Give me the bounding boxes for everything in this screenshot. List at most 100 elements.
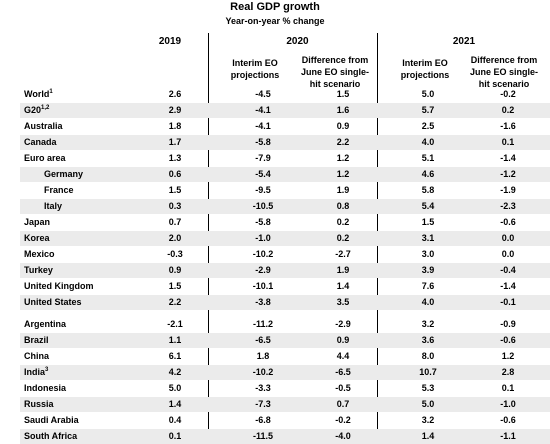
value-p2021: 5.1 <box>421 153 435 163</box>
value-d2020: 1.9 <box>336 265 350 275</box>
value-v2019: 4.2 <box>168 367 182 377</box>
value-p2021: 8.0 <box>421 351 435 361</box>
country-name: Euro area <box>24 151 66 166</box>
country-label: Korea <box>24 233 50 243</box>
country-label: United States <box>24 297 82 307</box>
value-p2021: 4.6 <box>421 169 435 179</box>
value-p2020: -10.5 <box>252 201 274 211</box>
value-v2019: 1.8 <box>168 121 182 131</box>
value-p2020: -11.5 <box>252 431 274 441</box>
col-header-diff-2020: Difference from June EO single- hit scen… <box>290 54 380 90</box>
value-d2020: 2.2 <box>336 137 350 147</box>
col-header-line: Interim EO <box>402 58 448 68</box>
value-p2021: 3.1 <box>421 233 435 243</box>
value-d2020: 4.4 <box>336 351 350 361</box>
value-p2020: -10.2 <box>252 367 274 377</box>
value-p2020: -11.2 <box>252 319 274 329</box>
col-header-line: projections <box>400 70 450 80</box>
value-d2021: -1.4 <box>500 281 516 291</box>
value-p2020: -6.8 <box>255 415 271 425</box>
country-label: G20 <box>24 105 42 115</box>
country-name: China <box>24 349 49 364</box>
value-d2021: -1.9 <box>500 185 516 195</box>
country-label: United Kingdom <box>24 281 94 291</box>
country-name: World1 <box>24 87 53 102</box>
value-d2020: -2.7 <box>335 249 351 259</box>
year-header-2021: 2021 <box>452 36 476 47</box>
value-d2021: 1.2 <box>501 351 515 361</box>
value-d2020: 1.6 <box>336 105 350 115</box>
value-v2019: 2.0 <box>168 233 182 243</box>
value-d2020: 1.4 <box>336 281 350 291</box>
value-p2020: -5.8 <box>255 137 271 147</box>
table-row: Saudi Arabia 0.4 -6.8 -0.2 3.2 -0.6 <box>20 413 550 428</box>
table-row: Euro area 1.3 -7.9 1.2 5.1 -1.4 <box>20 151 550 166</box>
country-label: Saudi Arabia <box>24 415 79 425</box>
table-row: G201,2 2.9 -4.1 1.6 5.7 0.2 <box>20 103 550 118</box>
value-d2020: -6.5 <box>335 367 351 377</box>
country-label: Brazil <box>24 335 49 345</box>
value-d2021: 0.2 <box>501 105 515 115</box>
value-p2021: 3.2 <box>421 319 435 329</box>
table-row: United States 2.2 -3.8 3.5 4.0 -0.1 <box>20 295 550 310</box>
value-d2020: 3.5 <box>336 297 350 307</box>
col-header-line: Difference from <box>301 55 369 65</box>
table-row: Italy 0.3 -10.5 0.8 5.4 -2.3 <box>20 199 550 214</box>
value-p2020: -3.8 <box>255 297 271 307</box>
value-p2020: 1.8 <box>256 351 270 361</box>
country-name: United States <box>24 295 82 310</box>
table-row: South Africa 0.1 -11.5 -4.0 1.4 -1.1 <box>20 429 550 444</box>
value-p2020: -9.5 <box>255 185 271 195</box>
value-p2021: 5.0 <box>421 89 435 99</box>
value-d2021: -0.2 <box>500 89 516 99</box>
value-d2020: 1.9 <box>336 185 350 195</box>
table-row: Mexico -0.3 -10.2 -2.7 3.0 0.0 <box>20 247 550 262</box>
value-d2020: 0.8 <box>336 201 350 211</box>
value-v2019: 1.1 <box>168 335 182 345</box>
value-v2019: 1.5 <box>168 281 182 291</box>
table-row: Indonesia 5.0 -3.3 -0.5 5.3 0.1 <box>20 381 550 396</box>
value-p2021: 5.8 <box>421 185 435 195</box>
value-d2020: -4.0 <box>335 431 351 441</box>
value-d2020: -0.2 <box>335 415 351 425</box>
value-d2020: 0.9 <box>336 335 350 345</box>
value-p2020: -4.5 <box>255 89 271 99</box>
value-p2021: 7.6 <box>421 281 435 291</box>
col-header-line: hit scenario <box>309 79 361 89</box>
country-name: Korea <box>24 231 50 246</box>
table-row: Turkey 0.9 -2.9 1.9 3.9 -0.4 <box>20 263 550 278</box>
value-d2020: 1.5 <box>336 89 350 99</box>
value-p2020: -7.9 <box>255 153 271 163</box>
country-label: South Africa <box>24 431 78 441</box>
col-header-line: Difference from <box>470 55 538 65</box>
country-name: Italy <box>44 199 62 214</box>
value-p2021: 1.4 <box>421 431 435 441</box>
col-header-interim-2021: Interim EO projections <box>385 57 465 81</box>
country-label: Australia <box>24 121 63 131</box>
country-name: Saudi Arabia <box>24 413 79 428</box>
country-label: Argentina <box>24 319 67 329</box>
value-p2021: 1.5 <box>421 217 435 227</box>
value-p2021: 3.6 <box>421 335 435 345</box>
value-d2020: -2.9 <box>335 319 351 329</box>
value-v2019: 1.3 <box>168 153 182 163</box>
value-d2020: 1.2 <box>336 169 350 179</box>
value-p2020: -3.3 <box>255 383 271 393</box>
country-label: France <box>44 185 74 195</box>
table-row: France 1.5 -9.5 1.9 5.8 -1.9 <box>20 183 550 198</box>
value-v2019: 6.1 <box>168 351 182 361</box>
value-p2021: 5.0 <box>421 399 435 409</box>
country-name: South Africa <box>24 429 77 444</box>
value-d2021: 0.0 <box>501 249 515 259</box>
col-header-interim-2020: Interim EO projections <box>215 57 295 81</box>
value-d2021: -1.6 <box>500 121 516 131</box>
value-v2019: 2.9 <box>168 105 182 115</box>
col-header-diff-2021: Difference from June EO single- hit scen… <box>458 54 550 90</box>
value-p2021: 5.3 <box>421 383 435 393</box>
value-d2021: 2.8 <box>501 367 515 377</box>
country-label: Mexico <box>24 249 55 259</box>
col-header-line: hit scenario <box>478 79 530 89</box>
value-p2021: 4.0 <box>421 137 435 147</box>
value-p2021: 5.4 <box>421 201 435 211</box>
value-v2019: 5.0 <box>168 383 182 393</box>
